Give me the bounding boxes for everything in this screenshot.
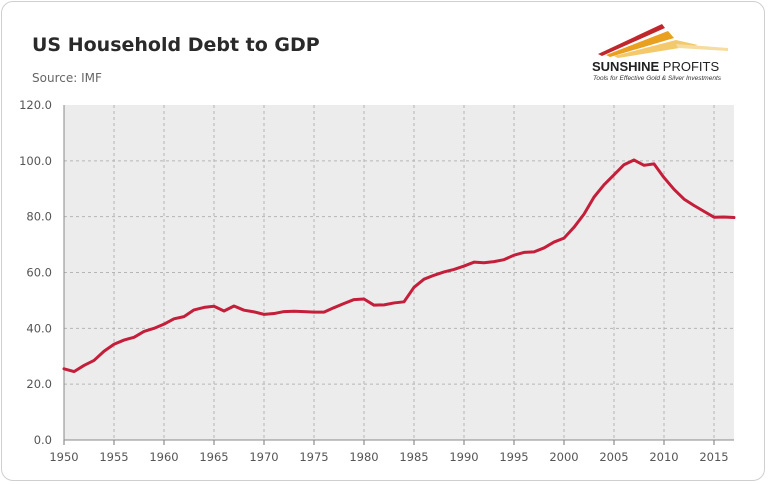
y-tick-label: 80.0 [26,210,52,224]
axes [63,105,734,445]
logo-ray-red [598,24,665,56]
y-tick-label: 40.0 [26,321,52,335]
x-tick-label: 1995 [499,450,528,464]
logo-ray-pale [676,44,728,51]
x-tick-label: 2000 [549,450,578,464]
x-tick-label: 1955 [99,450,128,464]
x-tick-label: 1960 [149,450,178,464]
y-tick-label: 20.0 [26,377,52,391]
chart-source: Source: IMF [32,71,102,85]
logo-name-light: PROFITS [659,59,720,74]
y-tick-label: 0.0 [34,433,52,447]
x-tick-label: 1985 [399,450,428,464]
logo-tagline: Tools for Effective Gold & Silver Invest… [593,75,722,82]
x-tick-label: 1990 [449,450,478,464]
series-line [62,158,736,374]
logo-ray-gold [606,31,674,57]
x-tick-label: 1975 [299,450,328,464]
x-tick-label: 2005 [599,450,628,464]
x-tick-label: 2015 [699,450,728,464]
y-tick-label: 120.0 [19,98,52,112]
x-tick-label: 1965 [199,450,228,464]
x-tick-label: 1970 [249,450,278,464]
logo-name-bold: SUNSHINE [592,59,660,74]
logo-name: SUNSHINE PROFITS [592,59,719,74]
x-tick-label: 2010 [649,450,678,464]
x-tick-label: 1950 [49,450,78,464]
sunshine-profits-logo-icon [598,24,728,58]
tick-labels: 0.0 20.0 40.0 60.0 80.0 100.0 120.0 1950 1955 196… [19,98,729,464]
grid-lines [64,105,734,440]
y-tick-label: 100.0 [19,154,52,168]
y-tick-label: 60.0 [26,266,52,280]
x-tick-label: 1980 [349,450,378,464]
chart-title: US Household Debt to GDP [32,34,320,56]
